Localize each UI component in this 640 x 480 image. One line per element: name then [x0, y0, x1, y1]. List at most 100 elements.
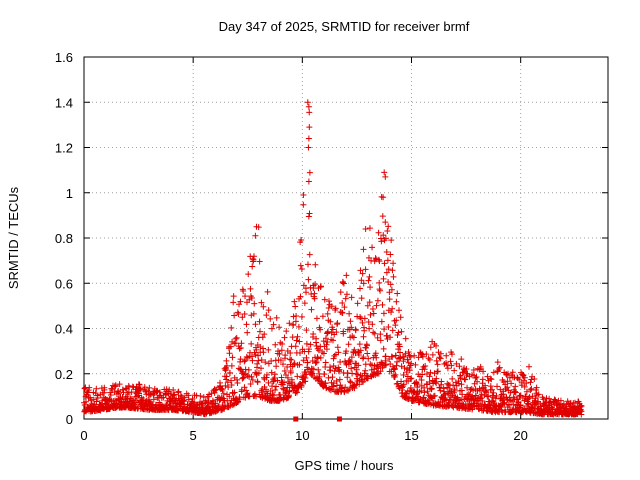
- data-point: [472, 375, 479, 382]
- data-point: [116, 390, 123, 397]
- data-point: [449, 351, 456, 358]
- data-point: [304, 359, 311, 366]
- data-point: [327, 318, 334, 325]
- data-point: [385, 323, 392, 330]
- data-point: [373, 302, 380, 309]
- data-point: [276, 350, 283, 357]
- data-point: [388, 237, 395, 244]
- data-point: [505, 370, 512, 377]
- data-point: [374, 334, 381, 341]
- data-point: [365, 277, 372, 284]
- data-point: [258, 365, 265, 372]
- data-point: [470, 366, 477, 373]
- data-point: [354, 371, 361, 378]
- data-point: [228, 377, 235, 384]
- y-tick-label: 0.8: [55, 231, 73, 246]
- data-point: [535, 391, 542, 398]
- data-point: [236, 396, 243, 403]
- data-point: [112, 382, 119, 389]
- data-point: [249, 357, 256, 364]
- data-point: [241, 310, 248, 317]
- data-point: [489, 386, 496, 393]
- data-point: [313, 315, 320, 322]
- data-point: [226, 350, 233, 357]
- data-point: [379, 213, 386, 220]
- data-point: [298, 266, 305, 273]
- data-point: [287, 356, 294, 363]
- data-point: [230, 293, 237, 300]
- x-tick-label: 5: [190, 428, 197, 443]
- data-point: [532, 395, 539, 402]
- data-point: [259, 334, 266, 341]
- data-point: [517, 402, 524, 409]
- data-point: [226, 393, 233, 400]
- data-point: [304, 261, 311, 268]
- data-point: [328, 303, 335, 310]
- data-point: [387, 281, 394, 288]
- data-point: [230, 299, 237, 306]
- data-point: [380, 345, 387, 352]
- data-point: [254, 360, 261, 367]
- data-point: [213, 386, 220, 393]
- data-point: [297, 293, 304, 300]
- data-point: [400, 358, 407, 365]
- data-point: [494, 383, 501, 390]
- data-point: [258, 357, 265, 364]
- data-point: [375, 229, 382, 236]
- data-point: [320, 350, 327, 357]
- data-point: [357, 314, 364, 321]
- data-point: [352, 327, 359, 334]
- data-point: [461, 376, 468, 383]
- data-point: [175, 388, 182, 395]
- data-point: [433, 375, 440, 382]
- data-point: [263, 386, 269, 393]
- data-point: [237, 298, 244, 305]
- data-point: [347, 358, 354, 365]
- data-point: [332, 306, 339, 313]
- data-point: [447, 358, 454, 365]
- data-point: [485, 393, 492, 400]
- data-point: [313, 359, 320, 366]
- data-point: [338, 309, 345, 316]
- data-point: [274, 377, 281, 384]
- data-point: [87, 394, 94, 401]
- data-point: [336, 366, 343, 373]
- data-point: [137, 385, 144, 392]
- data-point: [390, 260, 397, 267]
- data-point: [382, 173, 389, 180]
- data-point: [277, 357, 284, 364]
- data-point: [388, 309, 395, 316]
- data-point: [228, 381, 235, 388]
- data-point: [286, 320, 293, 327]
- data-point: [380, 232, 387, 239]
- data-point: [306, 109, 313, 116]
- data-point: [392, 322, 399, 329]
- data-point: [308, 306, 315, 313]
- data-point: [315, 347, 322, 354]
- data-point: [290, 313, 297, 320]
- data-point: [362, 367, 369, 374]
- data-point: [458, 356, 465, 363]
- data-point: [309, 370, 316, 377]
- data-point: [303, 289, 310, 296]
- data-point: [384, 228, 391, 235]
- x-tick-label: 0: [80, 428, 87, 443]
- data-point: [293, 313, 300, 320]
- data-point: [406, 394, 413, 401]
- data-point: [292, 303, 299, 310]
- data-point: [498, 407, 505, 414]
- data-point: [284, 363, 291, 370]
- data-point: [253, 223, 260, 230]
- data-point: [337, 358, 344, 365]
- data-point: [478, 391, 485, 398]
- data-point: [225, 384, 232, 391]
- data-point: [432, 379, 439, 386]
- data-point: [237, 356, 244, 363]
- outlier-marker: [336, 416, 342, 422]
- data-point: [255, 357, 262, 364]
- data-point: [402, 335, 409, 342]
- data-point: [330, 383, 337, 390]
- data-point: [297, 262, 304, 269]
- data-point: [358, 295, 365, 302]
- data-point: [289, 379, 296, 386]
